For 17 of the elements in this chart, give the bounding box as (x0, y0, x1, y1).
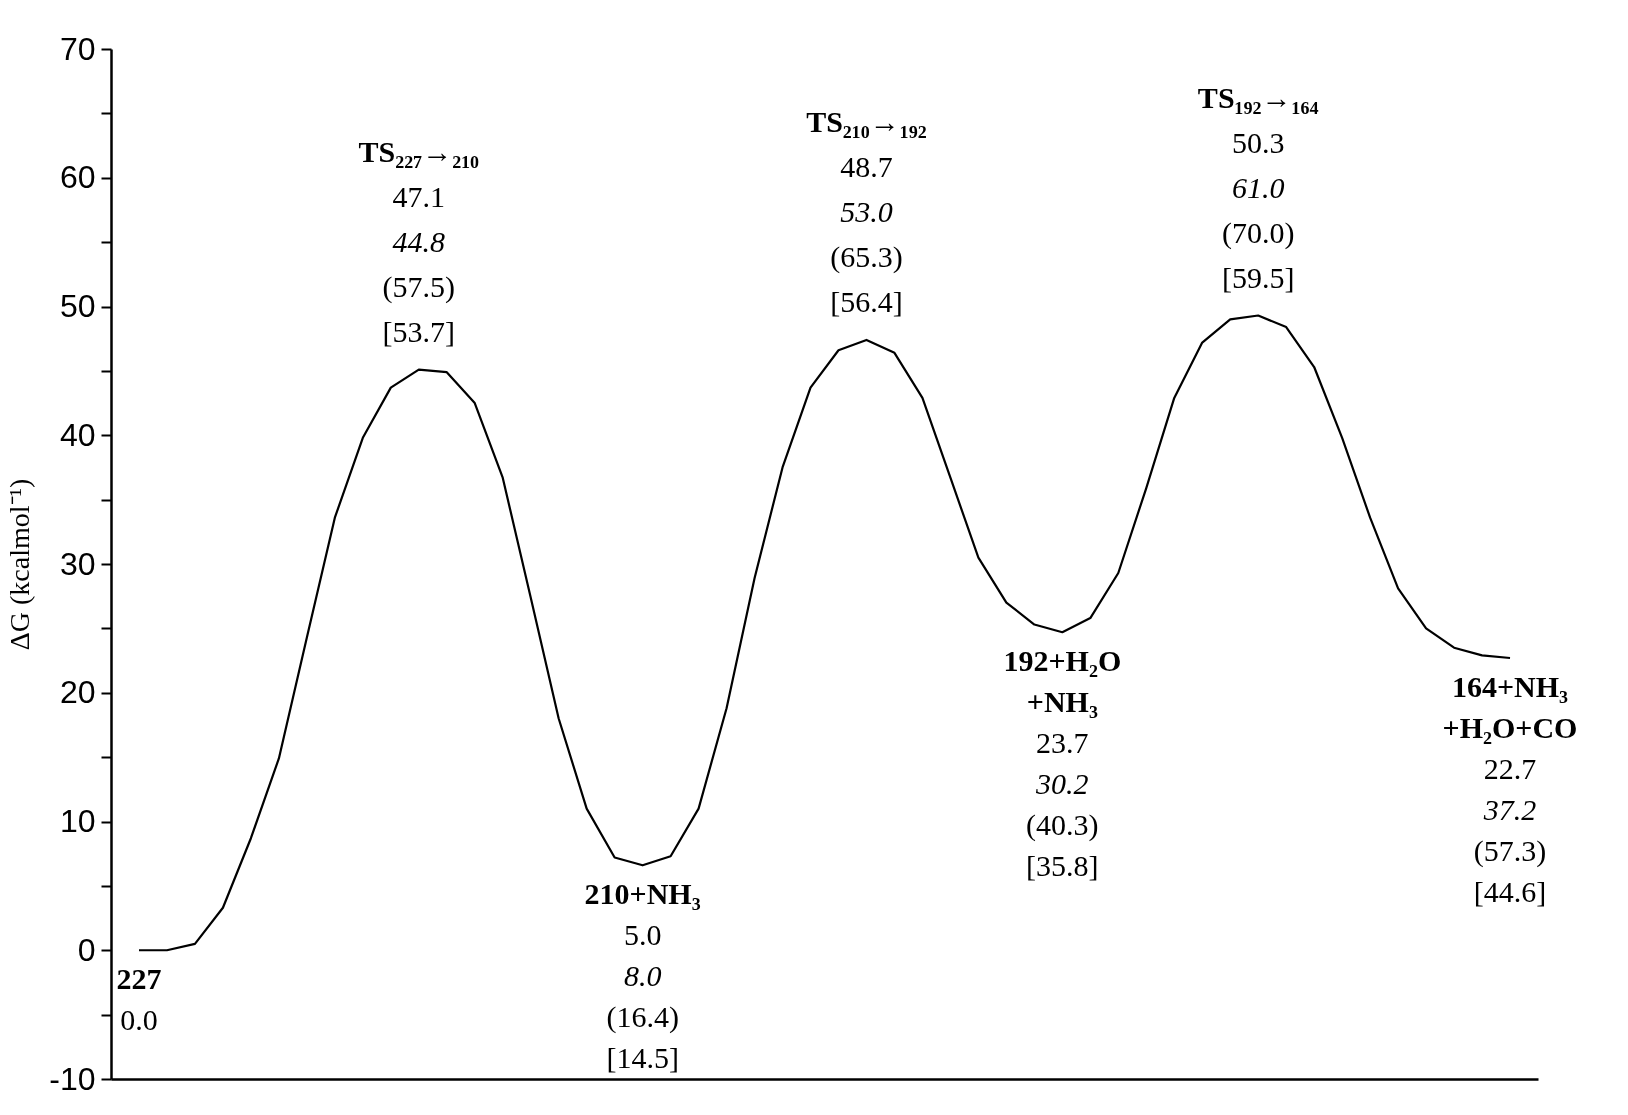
y-tick-label: 70 (59, 30, 96, 67)
y-tick-label: 20 (59, 674, 96, 711)
annotation: 164+NH₃ +H₂O+CO 22.7 37.2 (57.3) [44.6] (1442, 669, 1578, 908)
y-tick-label: 10 (59, 803, 96, 839)
y-tick-label: 30 (59, 545, 96, 582)
y-tick-label: 50 (59, 288, 96, 324)
annotation: 227 0.0 (116, 962, 162, 1037)
y-tick-label: 40 (59, 416, 96, 453)
y-tick-label: 60 (59, 159, 96, 196)
annotation: 210+NH₃ 5.0 8.0 (16.4) [14.5] (584, 877, 701, 1075)
y-tick-label: 0 (77, 931, 96, 968)
annotation: TS₂₂₇→₂₁₀ 47.1 44.8 (57.5) [53.7] (358, 134, 480, 348)
y-axis-title: ΔG (kcalmol⁻¹) (4, 478, 36, 651)
annotation: 192+H₂O +NH₃ 23.7 30.2 (40.3) [35.8] (1003, 644, 1122, 883)
annotation: TS₂₁₀→₁₉₂ 48.7 53.0 (65.3) [56.4] (806, 104, 927, 318)
y-tick-label: -10 (49, 1060, 96, 1097)
annotation: TS₁₉₂→₁₆₄ 50.3 61.0 (70.0) [59.5] (1197, 80, 1319, 294)
